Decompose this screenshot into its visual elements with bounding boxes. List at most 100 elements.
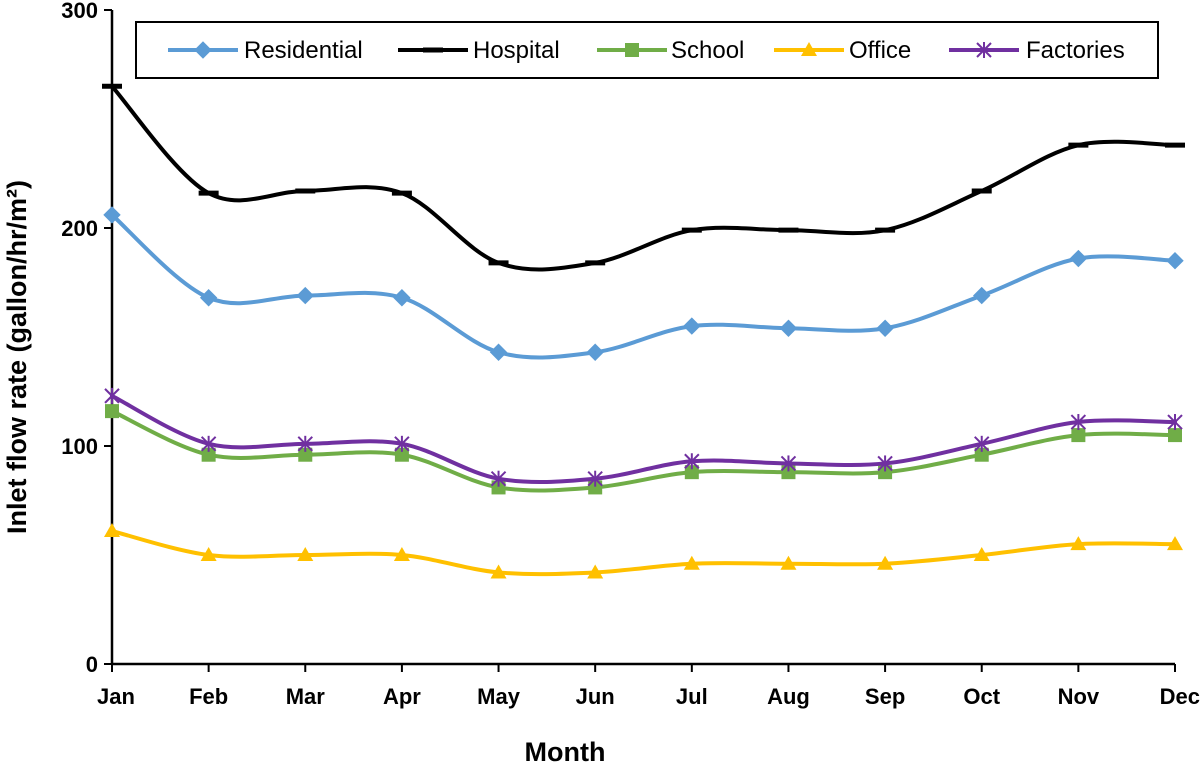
data-point-residential	[1166, 251, 1184, 270]
marker-square	[684, 465, 699, 480]
x-tick-label: Jan	[97, 684, 135, 709]
series-school	[105, 404, 1182, 495]
data-point-residential	[876, 319, 894, 337]
axes: 0 100 200 300 Jan Feb Mar Apr May Jun Jul Aug Sep Oct…	[61, 0, 1200, 709]
legend-label: Hospital	[473, 37, 560, 64]
marker-diamond	[1069, 249, 1088, 268]
legend-label: School	[671, 37, 744, 64]
data-point-residential	[393, 289, 411, 307]
marker-square	[625, 43, 639, 57]
legend-item-residential: Residential	[168, 37, 363, 64]
data-point-residential	[296, 286, 314, 305]
data-point-office	[973, 547, 990, 561]
data-point-school	[781, 465, 796, 480]
data-point-office	[683, 555, 700, 570]
data-point-office	[877, 555, 894, 570]
marker-diamond	[194, 41, 212, 59]
x-tick-label: Oct	[963, 684, 1000, 709]
data-point-office	[780, 555, 797, 570]
x-tick-label: Sep	[865, 684, 905, 709]
marker-diamond	[779, 319, 798, 337]
data-point-factories	[1167, 414, 1183, 431]
data-point-office	[490, 564, 507, 579]
data-point-school	[1071, 428, 1086, 443]
series-office	[104, 523, 1183, 579]
marker-triangle	[1167, 536, 1183, 551]
marker-diamond	[1166, 251, 1184, 270]
y-tick-label: 200	[61, 216, 98, 241]
marker-triangle	[780, 555, 797, 570]
series-line-office	[110, 529, 1177, 577]
data-point-factories	[974, 435, 990, 452]
marker-square	[781, 465, 796, 480]
data-point-factories	[394, 435, 410, 452]
marker-diamond	[973, 286, 991, 305]
x-tick-label: Mar	[286, 684, 326, 709]
legend-label: Residential	[244, 37, 363, 64]
data-point-office	[200, 547, 217, 561]
marker-diamond	[489, 343, 508, 361]
marker-square	[1071, 428, 1086, 443]
data-point-school	[201, 447, 216, 462]
series-line-factories	[110, 393, 1177, 485]
data-point-school	[298, 447, 313, 462]
series-line-residential	[110, 212, 1177, 360]
data-point-office	[587, 564, 604, 579]
marker-triangle	[801, 42, 817, 56]
data-point-school	[1168, 428, 1182, 443]
legend: Residential Hospital School Office Factories	[135, 21, 1159, 79]
series-group	[102, 83, 1185, 579]
data-point-residential	[586, 343, 604, 361]
data-point-school	[684, 465, 699, 480]
marker-diamond	[103, 206, 121, 224]
marker-triangle	[490, 564, 507, 579]
data-point-factories	[297, 435, 313, 452]
marker-square	[105, 404, 119, 419]
data-point-residential	[1069, 249, 1088, 268]
marker-diamond	[393, 289, 411, 307]
x-tick-label: Jul	[676, 684, 708, 709]
marker-triangle	[393, 547, 410, 561]
data-point-school	[491, 480, 506, 495]
legend-label: Office	[849, 37, 911, 64]
marker-square	[394, 447, 409, 462]
legend-swatch-marker	[194, 41, 212, 59]
marker-square	[1168, 428, 1182, 443]
data-point-factories	[877, 455, 893, 472]
marker-triangle	[973, 547, 990, 561]
x-tick-label: Apr	[383, 684, 421, 709]
marker-square	[588, 480, 603, 495]
marker-square	[491, 480, 506, 495]
marker-diamond	[586, 343, 604, 361]
marker-diamond	[296, 286, 314, 305]
series-hospital	[102, 83, 1185, 272]
legend-item-factories: Factories	[949, 37, 1125, 64]
data-point-office	[1070, 536, 1087, 551]
legend-swatch-marker	[625, 43, 639, 57]
data-point-factories	[780, 455, 797, 472]
x-axis-title: Month	[525, 737, 606, 767]
data-point-office	[393, 547, 410, 561]
data-point-office	[104, 523, 120, 538]
marker-diamond	[199, 289, 218, 307]
x-tick-label: Dec	[1160, 684, 1200, 709]
legend-swatch-marker	[976, 42, 992, 58]
data-point-school	[105, 404, 119, 419]
x-tick-label: Aug	[767, 684, 810, 709]
data-point-school	[588, 480, 603, 495]
series-line-school	[110, 409, 1177, 493]
x-tick-label: Feb	[189, 684, 228, 709]
y-tick-label: 300	[61, 0, 98, 23]
marker-triangle	[297, 547, 314, 561]
data-point-residential	[103, 206, 121, 224]
marker-diamond	[683, 317, 701, 335]
legend-label: Factories	[1026, 37, 1125, 64]
marker-square	[974, 447, 989, 462]
data-point-factories	[490, 470, 507, 487]
series-factories	[104, 387, 1183, 487]
data-point-residential	[489, 343, 508, 361]
series-residential	[103, 206, 1184, 361]
y-tick-label: 0	[86, 652, 98, 677]
data-point-residential	[199, 289, 218, 307]
